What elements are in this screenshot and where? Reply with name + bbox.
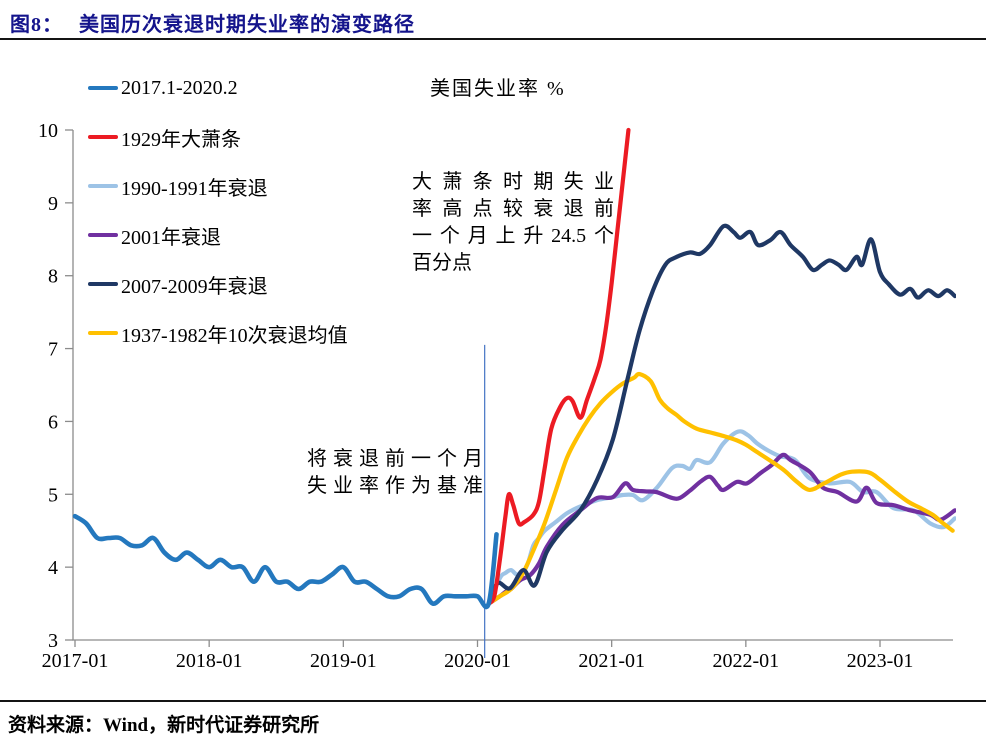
- legend-item-4: 2007-2009年衰退: [88, 272, 348, 298]
- series-line-5: [486, 371, 955, 606]
- legend-label: 2007-2009年衰退: [121, 275, 268, 298]
- note-line: 大萧条时期失业: [412, 171, 614, 193]
- y-tick-label: 10: [38, 120, 58, 142]
- y-tick-label: 4: [48, 557, 58, 579]
- figure-title: 图8： 美国历次衰退时期失业率的演变路径: [10, 8, 415, 37]
- note-line: 将衰退前一个月: [307, 448, 483, 470]
- legend-item-3: 2001年衰退: [88, 223, 348, 249]
- depression-note: 大萧条时期失业 率高点较衰退前 一个月上升24.5个 百分点: [412, 169, 614, 277]
- series-line-2: [486, 429, 956, 606]
- figure-title-text: 美国历次衰退时期失业率的演变路径: [79, 14, 415, 36]
- x-tick-label: 2020-01: [444, 650, 511, 672]
- legend-label: 1937-1982年10次衰退均值: [121, 324, 348, 347]
- series-line-1: [486, 127, 631, 606]
- legend-item-5: 1937-1982年10次衰退均值: [88, 321, 348, 347]
- legend-swatch: [88, 86, 118, 90]
- note-line: 失业率作为基准: [307, 475, 483, 497]
- y-tick-label: 5: [48, 484, 58, 506]
- y-tick-label: 8: [48, 266, 58, 288]
- baseline-note: 将衰退前一个月 失业率作为基准: [307, 446, 483, 500]
- figure-number: 图8：: [10, 14, 63, 36]
- legend-label: 1990-1991年衰退: [121, 177, 268, 200]
- legend-label: 1929年大萧条: [121, 128, 241, 151]
- y-tick-label: 7: [48, 339, 58, 361]
- legend-label: 2017.1-2020.2: [121, 76, 238, 99]
- legend-swatch: [88, 282, 118, 286]
- x-tick-label: 2018-01: [176, 650, 243, 672]
- source-text: Wind，新时代证券研究所: [103, 715, 320, 736]
- series-line-3: [486, 452, 956, 606]
- note-line: 百分点: [412, 252, 472, 274]
- legend-swatch: [88, 331, 118, 335]
- x-tick-label: 2017-01: [42, 650, 109, 672]
- legend-item-2: 1990-1991年衰退: [88, 174, 348, 200]
- legend-swatch: [88, 233, 118, 237]
- legend: 2017.1-2020.2 1929年大萧条 1990-1991年衰退 2001年衰退…: [88, 76, 348, 370]
- legend-item-0: 2017.1-2020.2: [88, 76, 348, 100]
- legend-swatch: [88, 184, 118, 188]
- series-line-4: [486, 223, 956, 606]
- series-line-0: [72, 513, 499, 610]
- x-tick-label: 2021-01: [578, 650, 645, 672]
- source-note: 资料来源：Wind，新时代证券研究所: [8, 710, 319, 737]
- note-line: 率高点较衰退前: [412, 198, 614, 220]
- title-divider: [0, 38, 986, 40]
- plot-title: 美国失业率 %: [430, 78, 566, 100]
- y-tick-label: 3: [48, 630, 58, 652]
- note-line: 一个月上升24.5个: [412, 225, 614, 247]
- x-tick-label: 2019-01: [310, 650, 377, 672]
- legend-swatch: [88, 135, 118, 139]
- y-tick-label: 6: [48, 411, 58, 433]
- source-prefix: 资料来源：: [8, 715, 104, 736]
- x-tick-label: 2022-01: [713, 650, 780, 672]
- legend-item-1: 1929年大萧条: [88, 125, 348, 151]
- x-tick-label: 2023-01: [847, 650, 914, 672]
- legend-label: 2001年衰退: [121, 226, 221, 249]
- footer-divider: [0, 700, 986, 702]
- y-tick-label: 9: [48, 193, 58, 215]
